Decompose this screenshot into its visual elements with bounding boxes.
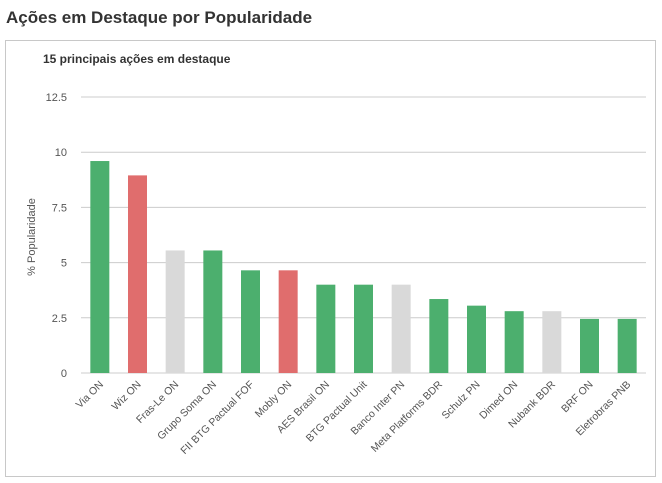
bar[interactable]	[617, 318, 637, 373]
bar[interactable]	[580, 318, 599, 373]
bar[interactable]	[203, 250, 223, 373]
x-tick-label: BRF ON	[559, 379, 596, 416]
bar[interactable]	[90, 161, 110, 373]
bar[interactable]	[165, 250, 185, 373]
y-tick-label: 7.5	[52, 202, 67, 214]
page-title: Ações em Destaque por Popularidade	[6, 8, 313, 27]
bar[interactable]	[316, 284, 336, 373]
x-tick-label: Wiz ON	[110, 379, 144, 413]
x-tick-label: Via ON	[74, 379, 106, 411]
y-tick-label: 2.5	[52, 313, 67, 325]
x-tick-label: Meta Platforms BDR	[369, 378, 445, 454]
y-tick-label: 10	[55, 147, 67, 159]
bar[interactable]	[504, 311, 524, 373]
x-tick-label: FII BTG Pactual FOF	[178, 379, 256, 457]
bar[interactable]	[128, 175, 147, 373]
bar[interactable]	[542, 311, 562, 373]
bar-chart: 15 principais ações em destaque % Popula…	[26, 52, 646, 457]
y-tick-label: 12.5	[46, 92, 67, 104]
y-axis-ticks: 0 2.5 5 7.5 10 12.5	[46, 92, 67, 380]
bar[interactable]	[467, 305, 486, 373]
bar[interactable]	[278, 270, 298, 373]
bar[interactable]	[354, 284, 373, 373]
bars	[90, 161, 637, 373]
bar[interactable]	[391, 284, 411, 373]
y-tick-label: 5	[61, 258, 67, 270]
bar[interactable]	[429, 299, 449, 373]
y-axis-title: % Popularidade	[26, 198, 38, 276]
chart-subtitle: 15 principais ações em destaque	[43, 52, 231, 66]
chart-panel: 15 principais ações em destaque % Popula…	[5, 40, 656, 477]
x-tick-label: Schulz PN	[439, 379, 482, 422]
bar[interactable]	[241, 270, 260, 373]
y-tick-label: 0	[61, 368, 67, 380]
